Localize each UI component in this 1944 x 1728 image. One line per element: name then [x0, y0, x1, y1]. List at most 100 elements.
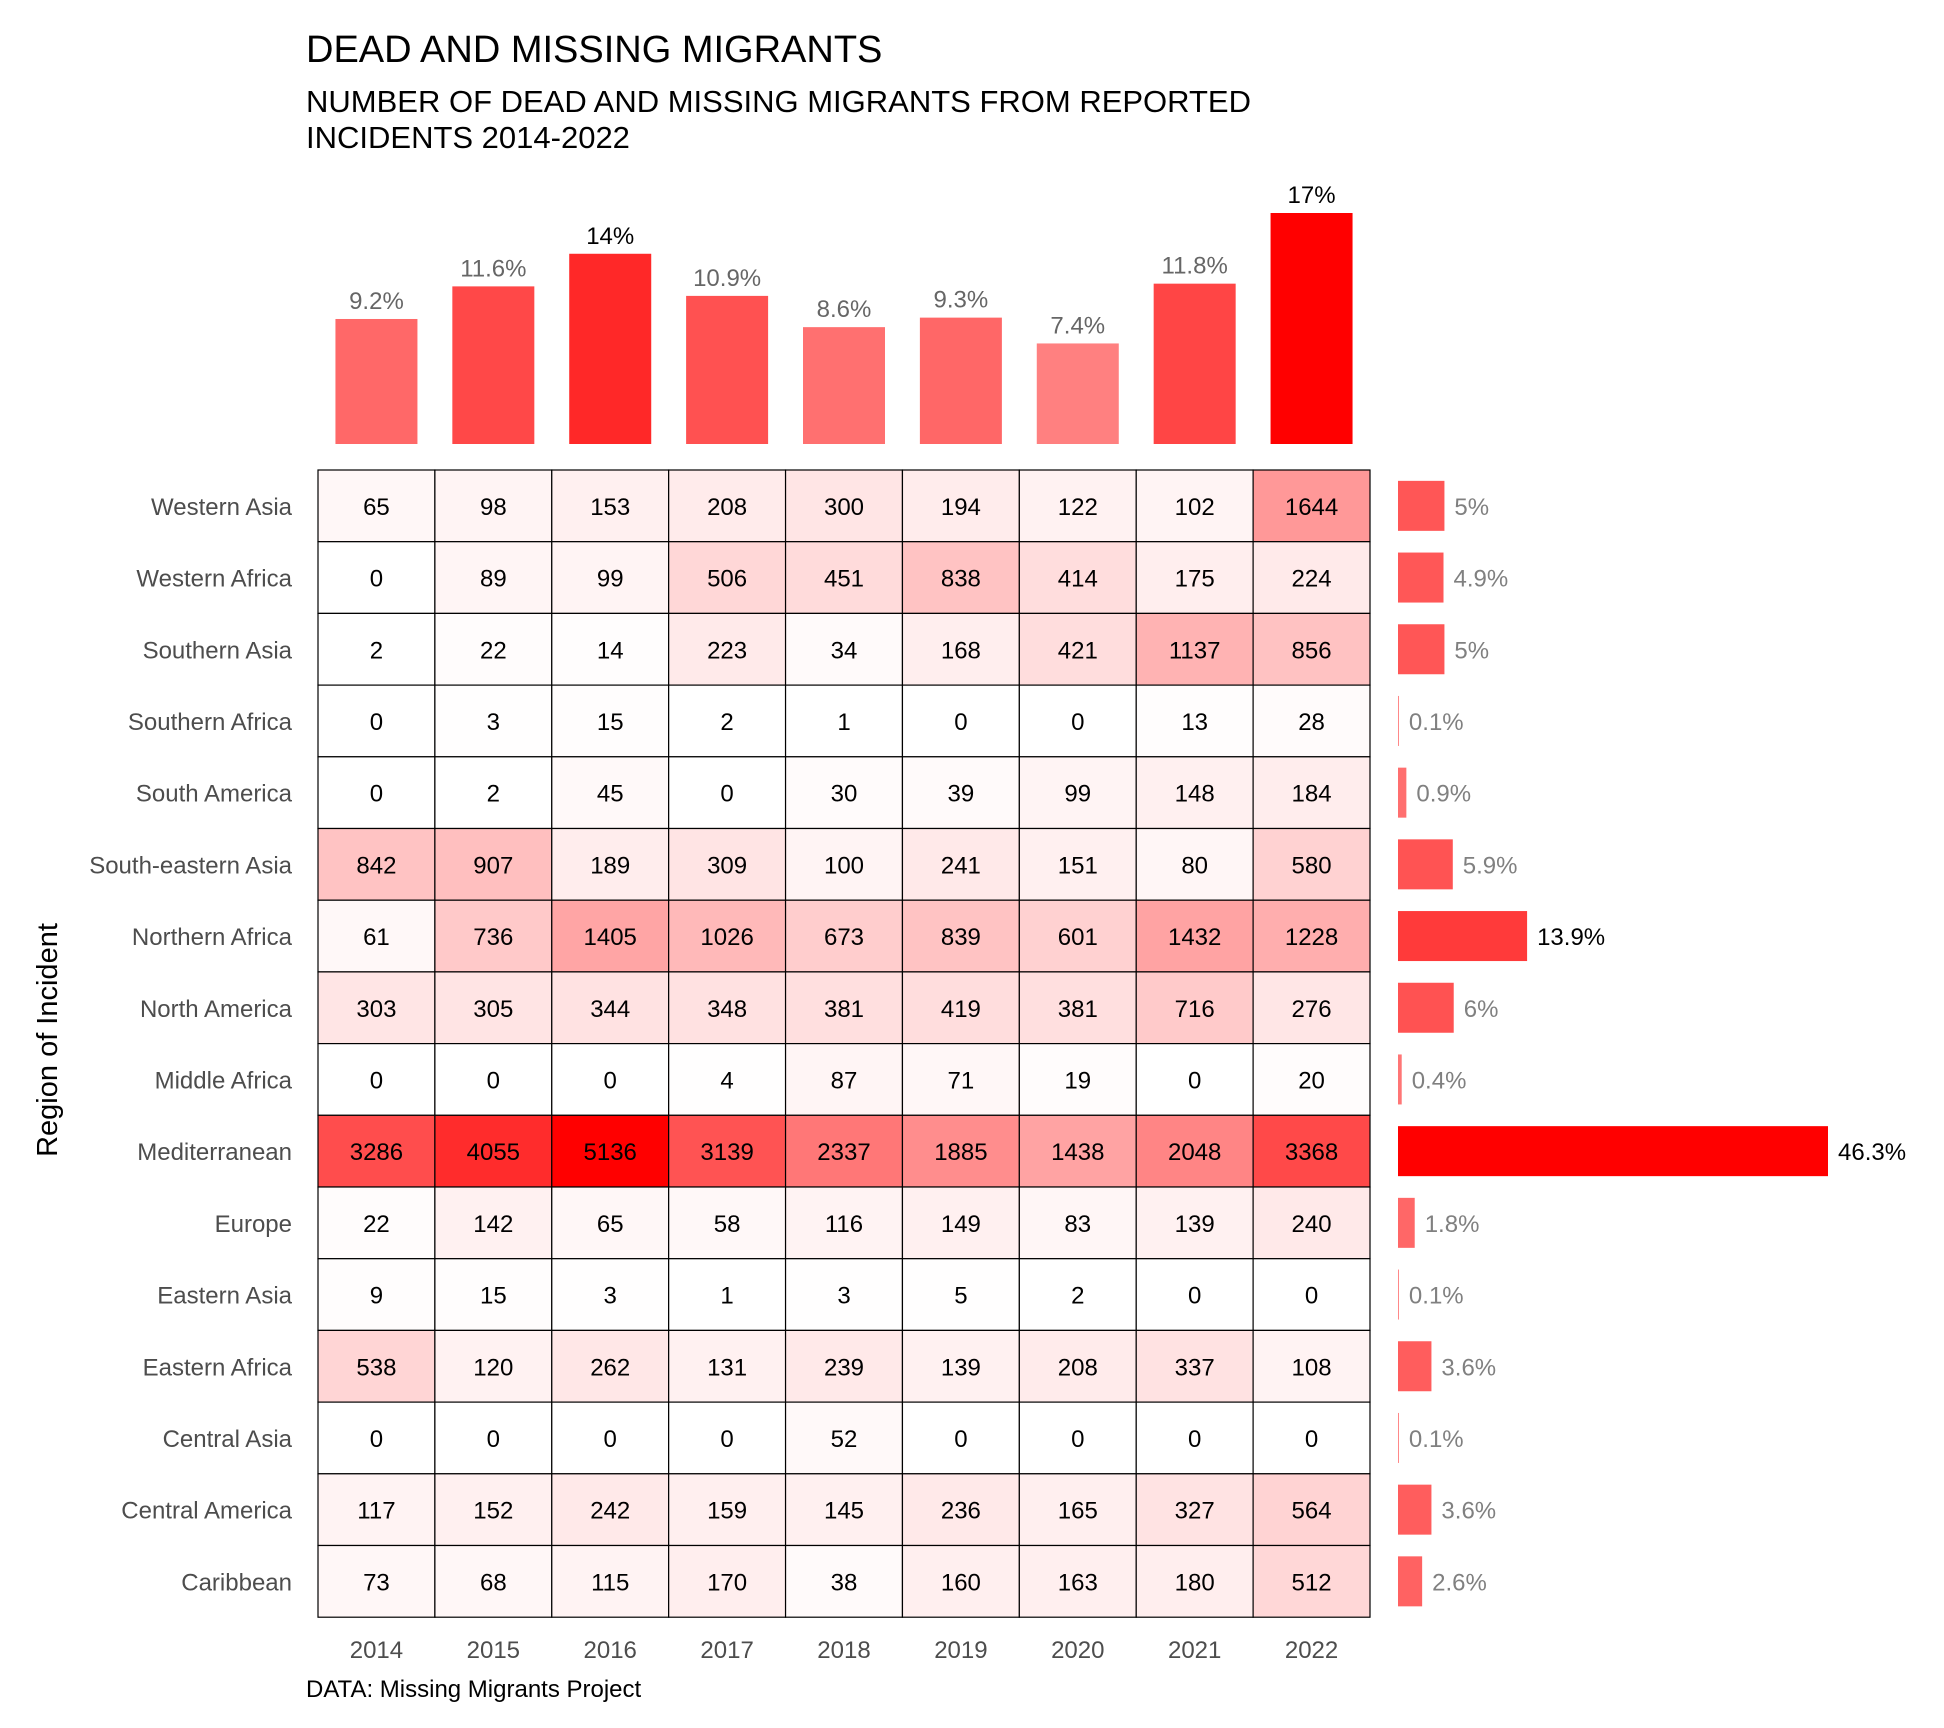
- heatmap-cell: [1252, 684, 1371, 758]
- heatmap-cell-value: 300: [824, 494, 864, 521]
- region-share-bar: [1398, 1484, 1432, 1535]
- heatmap-cell: [551, 612, 670, 686]
- heatmap-cell-value: 4: [720, 1067, 733, 1094]
- heatmap-cell: [1252, 612, 1371, 686]
- region-share-label: 6%: [1464, 996, 1499, 1023]
- heatmap-cell-value: 180: [1175, 1569, 1215, 1596]
- heatmap-cell: [668, 827, 787, 901]
- region-share-label: 0.1%: [1409, 709, 1464, 736]
- heatmap-cell: [1252, 827, 1371, 901]
- heatmap-cell: [317, 827, 436, 901]
- heatmap-cell: [317, 1258, 436, 1331]
- row-label: Caribbean: [181, 1569, 292, 1596]
- heatmap-cell-value: 175: [1175, 566, 1215, 593]
- heatmap-cell-value: 673: [824, 924, 864, 951]
- heatmap-cell: [1018, 971, 1137, 1045]
- heatmap-cell-value: 65: [363, 494, 390, 521]
- heatmap-cell-value: 223: [707, 637, 747, 664]
- heatmap-cell-value: 14: [597, 637, 624, 664]
- heatmap-cell: [1135, 1258, 1254, 1331]
- heatmap-cell-value: 68: [480, 1569, 507, 1596]
- heatmap-cell-value: 153: [590, 494, 630, 521]
- heatmap-cell-value: 538: [356, 1354, 396, 1381]
- region-share-bar: [1398, 1126, 1828, 1177]
- heatmap-cell-value: 2337: [817, 1139, 870, 1166]
- heatmap-cell-value: 0: [604, 1067, 617, 1094]
- heatmap-cell: [551, 1473, 670, 1547]
- heatmap-cell-value: 276: [1292, 996, 1332, 1023]
- heatmap-cell-value: 1: [720, 1283, 733, 1310]
- region-share-label: 5%: [1454, 494, 1489, 521]
- heatmap-cell-value: 15: [597, 709, 624, 736]
- heatmap-cell: [668, 1401, 787, 1475]
- year-share-label: 11.6%: [460, 255, 526, 282]
- year-share-bar: [1036, 343, 1119, 444]
- row-label: Western Asia: [151, 494, 293, 521]
- heatmap-cell: [1252, 971, 1371, 1045]
- row-label: North America: [140, 996, 293, 1023]
- heatmap-cell-value: 160: [941, 1569, 981, 1596]
- heatmap-cell: [784, 1186, 904, 1260]
- heatmap-cell: [901, 1258, 1020, 1331]
- year-share-label: 14%: [586, 223, 634, 250]
- heatmap-cell: [1018, 1329, 1137, 1403]
- heatmap-cell: [1135, 1544, 1254, 1618]
- row-label: Southern Africa: [128, 709, 293, 736]
- heatmap-cell-value: 262: [590, 1354, 630, 1381]
- heatmap-cell: [434, 612, 553, 686]
- heatmap-cell: [784, 1042, 904, 1116]
- row-label: South-eastern Asia: [89, 852, 292, 879]
- heatmap-cell-value: 601: [1058, 924, 1098, 951]
- heatmap-cell: [317, 756, 436, 830]
- heatmap-cell-value: 5: [954, 1283, 967, 1310]
- heatmap-cell: [668, 1114, 787, 1188]
- heatmap-cell-value: 3368: [1285, 1139, 1338, 1166]
- heatmap-cell: [1135, 541, 1254, 615]
- region-share-bar: [1398, 1341, 1432, 1392]
- region-share-bar: [1398, 1556, 1423, 1607]
- heatmap-cell: [1018, 756, 1137, 830]
- heatmap-cell: [901, 1401, 1020, 1475]
- heatmap-cell: [1018, 1042, 1137, 1116]
- heatmap-cell: [1135, 1186, 1254, 1260]
- heatmap-cell: [317, 971, 436, 1045]
- heatmap-cell-value: 58: [714, 1211, 741, 1238]
- row-label: Northern Africa: [132, 924, 293, 951]
- heatmap-cell-value: 122: [1058, 494, 1098, 521]
- heatmap-cell: [434, 1473, 553, 1547]
- heatmap-cell-value: 0: [1188, 1067, 1201, 1094]
- row-label: Middle Africa: [155, 1067, 293, 1094]
- region-share-bar: [1398, 767, 1407, 818]
- region-share-label: 13.9%: [1537, 924, 1605, 951]
- heatmap-cell: [1252, 541, 1371, 615]
- heatmap-cell-value: 838: [941, 566, 981, 593]
- heatmap-cell-value: 3: [837, 1283, 850, 1310]
- heatmap-cell-value: 20: [1298, 1067, 1325, 1094]
- heatmap-cell-value: 421: [1058, 637, 1098, 664]
- heatmap-cell-value: 2: [487, 781, 500, 808]
- heatmap-cell-value: 344: [590, 996, 630, 1023]
- heatmap-cell: [901, 1186, 1020, 1260]
- region-share-bar: [1398, 911, 1528, 962]
- heatmap-cell: [1135, 684, 1254, 758]
- heatmap-cell-value: 2: [720, 709, 733, 736]
- heatmap-cell-value: 89: [480, 566, 507, 593]
- region-share-bar: [1398, 1054, 1402, 1105]
- heatmap-cell: [1252, 1258, 1371, 1331]
- heatmap-cell-value: 0: [954, 1426, 967, 1453]
- heatmap-cell-value: 0: [604, 1426, 617, 1453]
- heatmap-cell: [1018, 1186, 1137, 1260]
- heatmap-cell-value: 194: [941, 494, 981, 521]
- region-share-bar: [1398, 1412, 1399, 1463]
- heatmap-cell: [1135, 469, 1254, 543]
- chart-subtitle-line-1: NUMBER OF DEAD AND MISSING MIGRANTS FROM…: [306, 84, 1251, 119]
- year-share-label: 17%: [1288, 182, 1336, 209]
- heatmap-cell-value: 0: [954, 709, 967, 736]
- heatmap-cell-value: 0: [1305, 1283, 1318, 1310]
- heatmap-cell: [901, 827, 1020, 901]
- heatmap-cell-value: 337: [1175, 1354, 1215, 1381]
- year-share-label: 11.8%: [1162, 253, 1228, 280]
- heatmap-cell-value: 116: [825, 1211, 863, 1238]
- heatmap-cell-value: 189: [590, 852, 630, 879]
- heatmap-cell: [434, 827, 553, 901]
